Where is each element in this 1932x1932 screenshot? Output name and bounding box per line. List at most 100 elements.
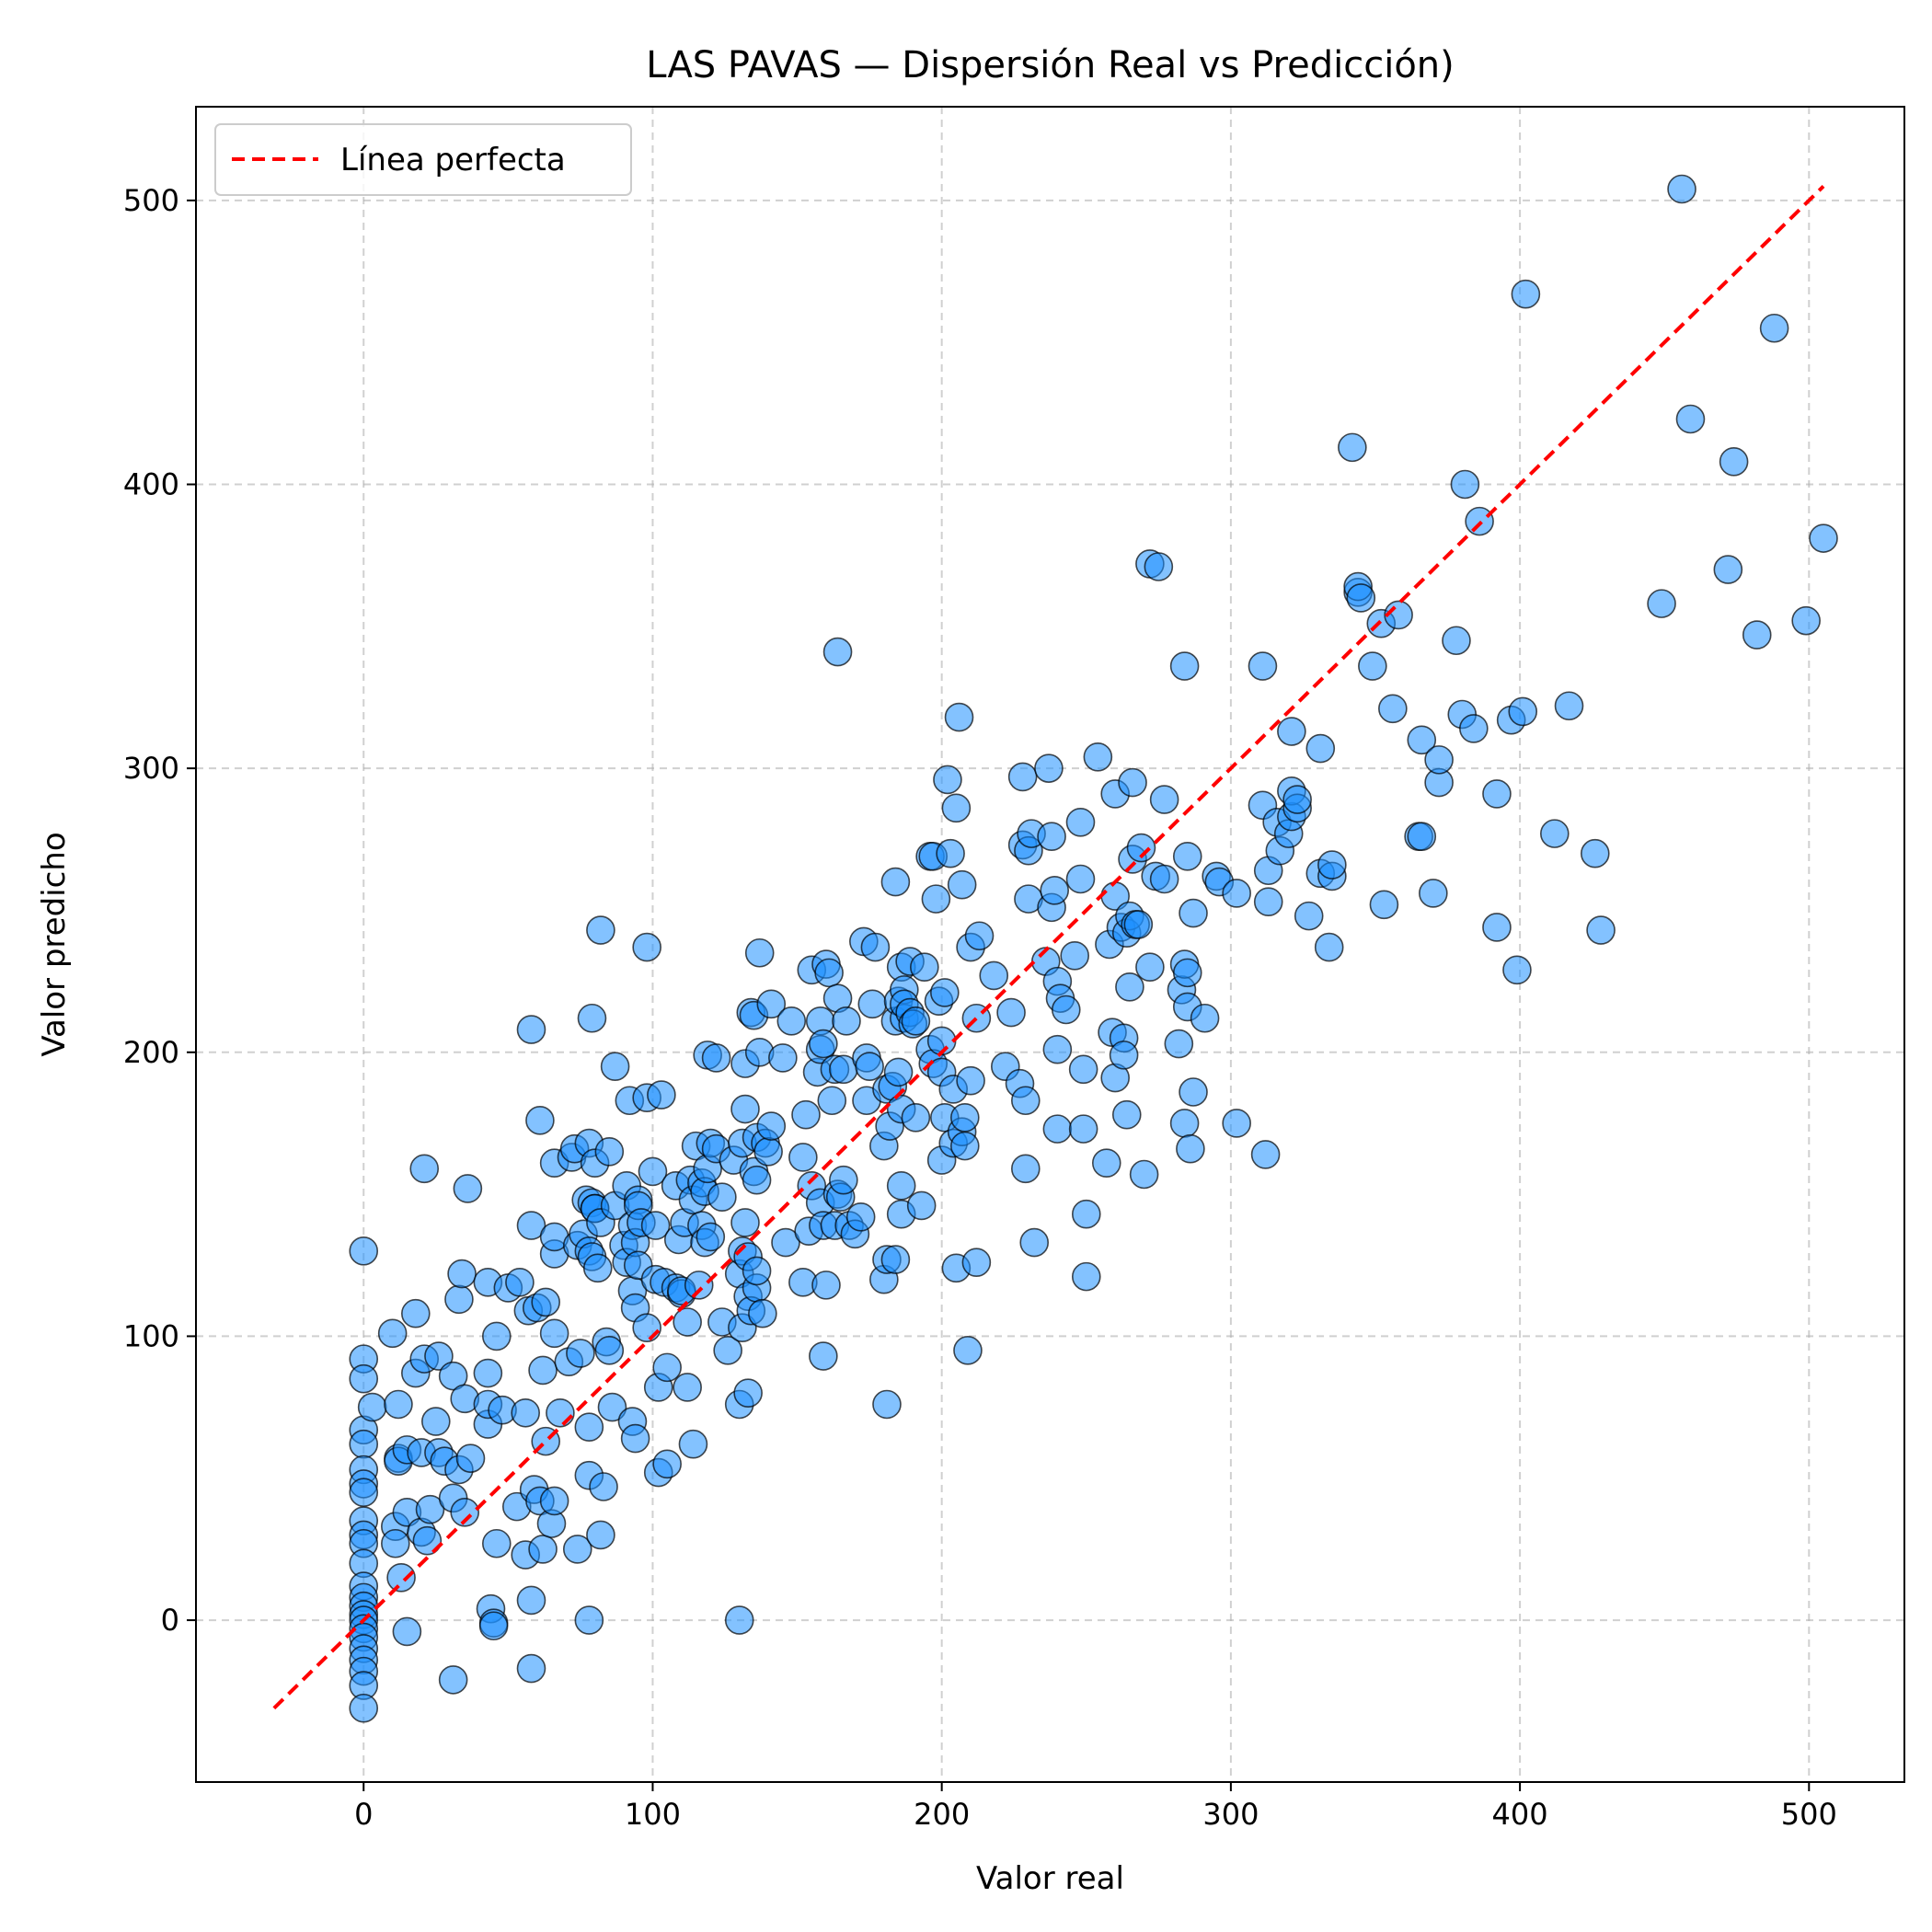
grid — [196, 107, 1904, 1782]
data-point — [829, 1165, 858, 1195]
data-point — [933, 765, 962, 795]
data-point — [505, 1267, 535, 1297]
data-point — [424, 1341, 454, 1371]
data-point — [632, 932, 661, 962]
data-point — [713, 1336, 742, 1365]
data-point — [574, 1412, 604, 1442]
reference-line-layer — [272, 184, 1825, 1710]
y-tick-label: 200 — [123, 1035, 179, 1070]
y-tick-label: 400 — [123, 466, 179, 501]
data-point — [349, 1363, 379, 1394]
data-point — [744, 937, 775, 968]
data-point — [566, 1339, 595, 1368]
data-point — [886, 1171, 916, 1201]
data-point — [420, 1407, 451, 1436]
data-point — [539, 1486, 569, 1516]
data-point — [1144, 552, 1174, 581]
data-point — [1378, 694, 1408, 724]
data-point — [1502, 955, 1532, 985]
axis-ticks: 0 100 200 300 400 500 0 100 200 300 400 500 — [123, 183, 1837, 1832]
data-point — [748, 1298, 777, 1328]
data-point — [478, 1611, 509, 1641]
data-point — [1083, 742, 1113, 772]
data-point — [638, 1156, 668, 1187]
data-point — [357, 1392, 387, 1422]
data-point — [1115, 972, 1144, 1002]
data-point — [1068, 1054, 1098, 1085]
data-point — [701, 1043, 731, 1073]
plot-frame — [195, 106, 1905, 1783]
data-point — [1465, 506, 1494, 536]
data-point — [349, 1478, 379, 1507]
x-tick-label: 100 — [625, 1797, 681, 1832]
data-point — [950, 1131, 980, 1161]
data-point — [1019, 1227, 1050, 1258]
data-point — [1250, 1140, 1281, 1169]
data-point — [1305, 733, 1336, 764]
y-tick-label: 300 — [123, 751, 179, 786]
data-point — [956, 1065, 985, 1096]
data-point — [673, 1307, 702, 1337]
data-point — [1667, 174, 1696, 204]
data-point — [791, 1099, 821, 1130]
data-point — [1222, 1109, 1251, 1138]
x-tick-label: 0 — [354, 1797, 373, 1832]
data-point — [516, 1653, 546, 1684]
data-point — [481, 1321, 512, 1351]
data-point — [412, 1525, 443, 1556]
data-point — [1126, 833, 1156, 863]
data-point — [516, 1211, 546, 1240]
data-point — [1508, 696, 1538, 727]
data-point — [1647, 589, 1676, 618]
data-point — [1222, 879, 1251, 908]
data-point — [1424, 745, 1454, 775]
data-point — [857, 989, 888, 1019]
data-point — [525, 1106, 555, 1135]
data-point — [1179, 898, 1208, 928]
data-point — [1149, 785, 1179, 814]
data-point — [1450, 469, 1480, 500]
data-point — [1071, 1199, 1101, 1229]
data-point — [1554, 691, 1584, 721]
data-point — [910, 952, 939, 982]
data-point — [632, 1313, 661, 1342]
data-point — [511, 1397, 541, 1428]
data-point — [447, 1259, 477, 1289]
x-tick-label: 200 — [914, 1797, 970, 1832]
data-point — [730, 1094, 760, 1124]
data-point — [528, 1535, 558, 1564]
data-point — [961, 1248, 992, 1277]
data-point — [901, 1006, 931, 1036]
data-point — [1294, 901, 1324, 931]
data-point — [1111, 1099, 1142, 1130]
data-point — [809, 1029, 838, 1059]
data-point — [1713, 555, 1743, 584]
data-point — [1580, 838, 1610, 868]
data-point — [381, 1528, 410, 1558]
data-point — [652, 1352, 682, 1383]
data-point — [455, 1443, 486, 1473]
data-point — [845, 1202, 876, 1232]
data-point — [753, 1137, 783, 1167]
data-point — [1123, 910, 1154, 939]
data-point — [481, 1528, 512, 1558]
data-point — [473, 1358, 503, 1388]
y-tick-label: 0 — [161, 1603, 179, 1638]
data-point — [678, 1429, 708, 1459]
data-point — [1010, 1154, 1041, 1184]
x-tick-label: 400 — [1492, 1797, 1548, 1832]
data-point — [832, 1006, 861, 1036]
data-point — [594, 1137, 625, 1167]
data-point — [921, 884, 951, 914]
data-point — [539, 1318, 569, 1349]
data-point — [883, 1057, 914, 1087]
data-point — [415, 1494, 445, 1524]
data-point — [377, 1318, 408, 1349]
data-point — [707, 1182, 737, 1212]
data-point — [1169, 1109, 1200, 1138]
data-point — [1164, 1029, 1194, 1059]
data-point — [724, 1605, 754, 1635]
x-tick-label: 500 — [1781, 1797, 1837, 1832]
data-point — [771, 1227, 800, 1258]
data-point — [811, 1271, 841, 1300]
